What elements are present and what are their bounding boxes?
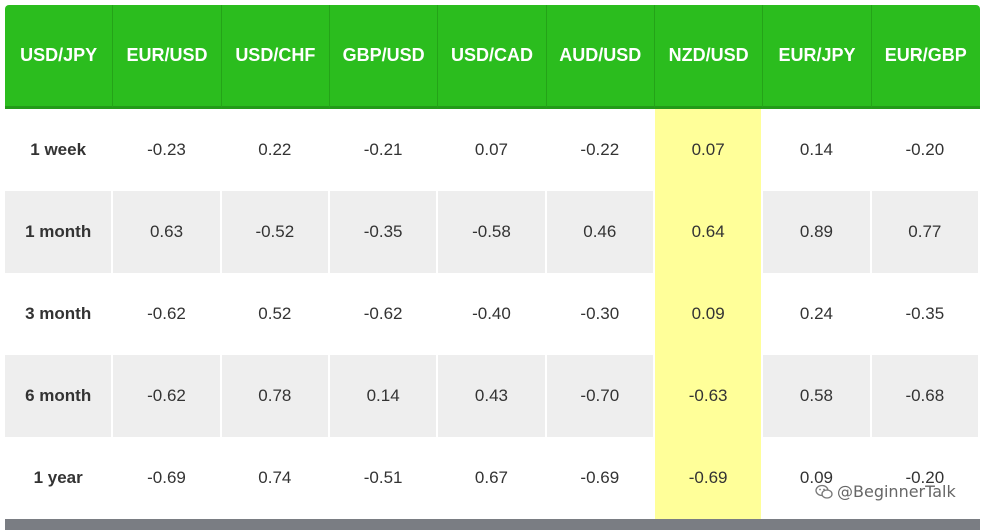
table-row: 1 month 0.63 -0.52 -0.35 -0.58 0.46 0.64… — [5, 191, 980, 273]
row-label: 1 week — [5, 109, 114, 191]
table-cell: -0.62 — [330, 273, 439, 355]
table-cell: -0.51 — [330, 437, 439, 519]
header-eur-jpy: EUR/JPY — [763, 5, 872, 109]
table-cell: 0.63 — [113, 191, 222, 273]
header-usd-cad: USD/CAD — [438, 5, 547, 109]
table-cell: 0.24 — [763, 273, 872, 355]
header-usd-jpy: USD/JPY — [5, 5, 114, 109]
table-cell: -0.40 — [438, 273, 547, 355]
table-cell: -0.68 — [871, 355, 980, 437]
row-label: 1 month — [5, 191, 114, 273]
table-row: 6 month -0.62 0.78 0.14 0.43 -0.70 -0.63… — [5, 355, 980, 437]
table-cell: 0.14 — [329, 355, 439, 437]
row-label: 3 month — [5, 273, 114, 355]
table-header-row: USD/JPY EUR/USD USD/CHF GBP/USD USD/CAD … — [5, 5, 980, 109]
table-cell: 0.46 — [546, 191, 655, 273]
table-cell: 0.74 — [222, 437, 330, 519]
highlighted-cell: 0.07 — [654, 109, 764, 191]
table-cell: 0.43 — [438, 355, 547, 437]
table-cell: -0.21 — [330, 109, 439, 191]
table-cell: -0.30 — [547, 273, 655, 355]
table-cell: 0.09 — [763, 437, 872, 519]
wechat-icon — [815, 484, 833, 499]
currency-correlation-table: USD/JPY EUR/USD USD/CHF GBP/USD USD/CAD … — [5, 5, 980, 519]
header-nzd-usd: NZD/USD — [654, 5, 764, 109]
row-label: 1 year — [5, 437, 114, 519]
table-cell: -0.69 — [547, 437, 655, 519]
table-row: 1 year -0.69 0.74 -0.51 0.67 -0.69 -0.69… — [5, 437, 980, 519]
table-cell: 0.78 — [221, 355, 330, 437]
table-cell: 0.58 — [763, 355, 872, 437]
table-cell: -0.62 — [113, 355, 222, 437]
header-eur-gbp: EUR/GBP — [871, 5, 980, 109]
row-label: 6 month — [5, 355, 114, 437]
table-row: 3 month -0.62 0.52 -0.62 -0.40 -0.30 0.0… — [5, 273, 980, 355]
table-cell: 0.14 — [763, 109, 872, 191]
highlighted-cell: -0.69 — [654, 437, 764, 519]
table-cell: 0.22 — [222, 109, 330, 191]
watermark-text: @BeginnerTalk — [837, 482, 956, 501]
table-cell: 0.67 — [438, 437, 547, 519]
table-row: 1 week -0.23 0.22 -0.21 0.07 -0.22 0.07 … — [5, 109, 980, 191]
highlighted-cell: 0.09 — [654, 273, 764, 355]
correlation-table-container: USD/JPY EUR/USD USD/CHF GBP/USD USD/CAD … — [5, 5, 980, 519]
header-eur-usd: EUR/USD — [113, 5, 222, 109]
table-cell: 0.07 — [438, 109, 547, 191]
table-cell: -0.62 — [113, 273, 222, 355]
highlighted-cell: 0.64 — [654, 191, 764, 273]
table-cell: -0.70 — [546, 355, 655, 437]
table-cell: -0.58 — [438, 191, 547, 273]
table-cell: -0.35 — [329, 191, 439, 273]
table-cell: 0.77 — [871, 191, 980, 273]
table-cell: 0.89 — [763, 191, 872, 273]
table-cell: -0.20 — [872, 109, 980, 191]
table-cell: 0.52 — [222, 273, 330, 355]
table-cell: -0.69 — [113, 437, 222, 519]
table-cell: -0.23 — [113, 109, 222, 191]
header-gbp-usd: GBP/USD — [329, 5, 439, 109]
table-cell: -0.35 — [872, 273, 980, 355]
table-cell: -0.52 — [221, 191, 330, 273]
header-usd-chf: USD/CHF — [221, 5, 330, 109]
table-cell: -0.22 — [547, 109, 655, 191]
bottom-bar — [5, 519, 980, 530]
watermark: @BeginnerTalk — [815, 482, 956, 501]
header-aud-usd: AUD/USD — [546, 5, 655, 109]
highlighted-cell: -0.63 — [654, 355, 764, 437]
table-cell: -0.20 — [872, 437, 980, 519]
